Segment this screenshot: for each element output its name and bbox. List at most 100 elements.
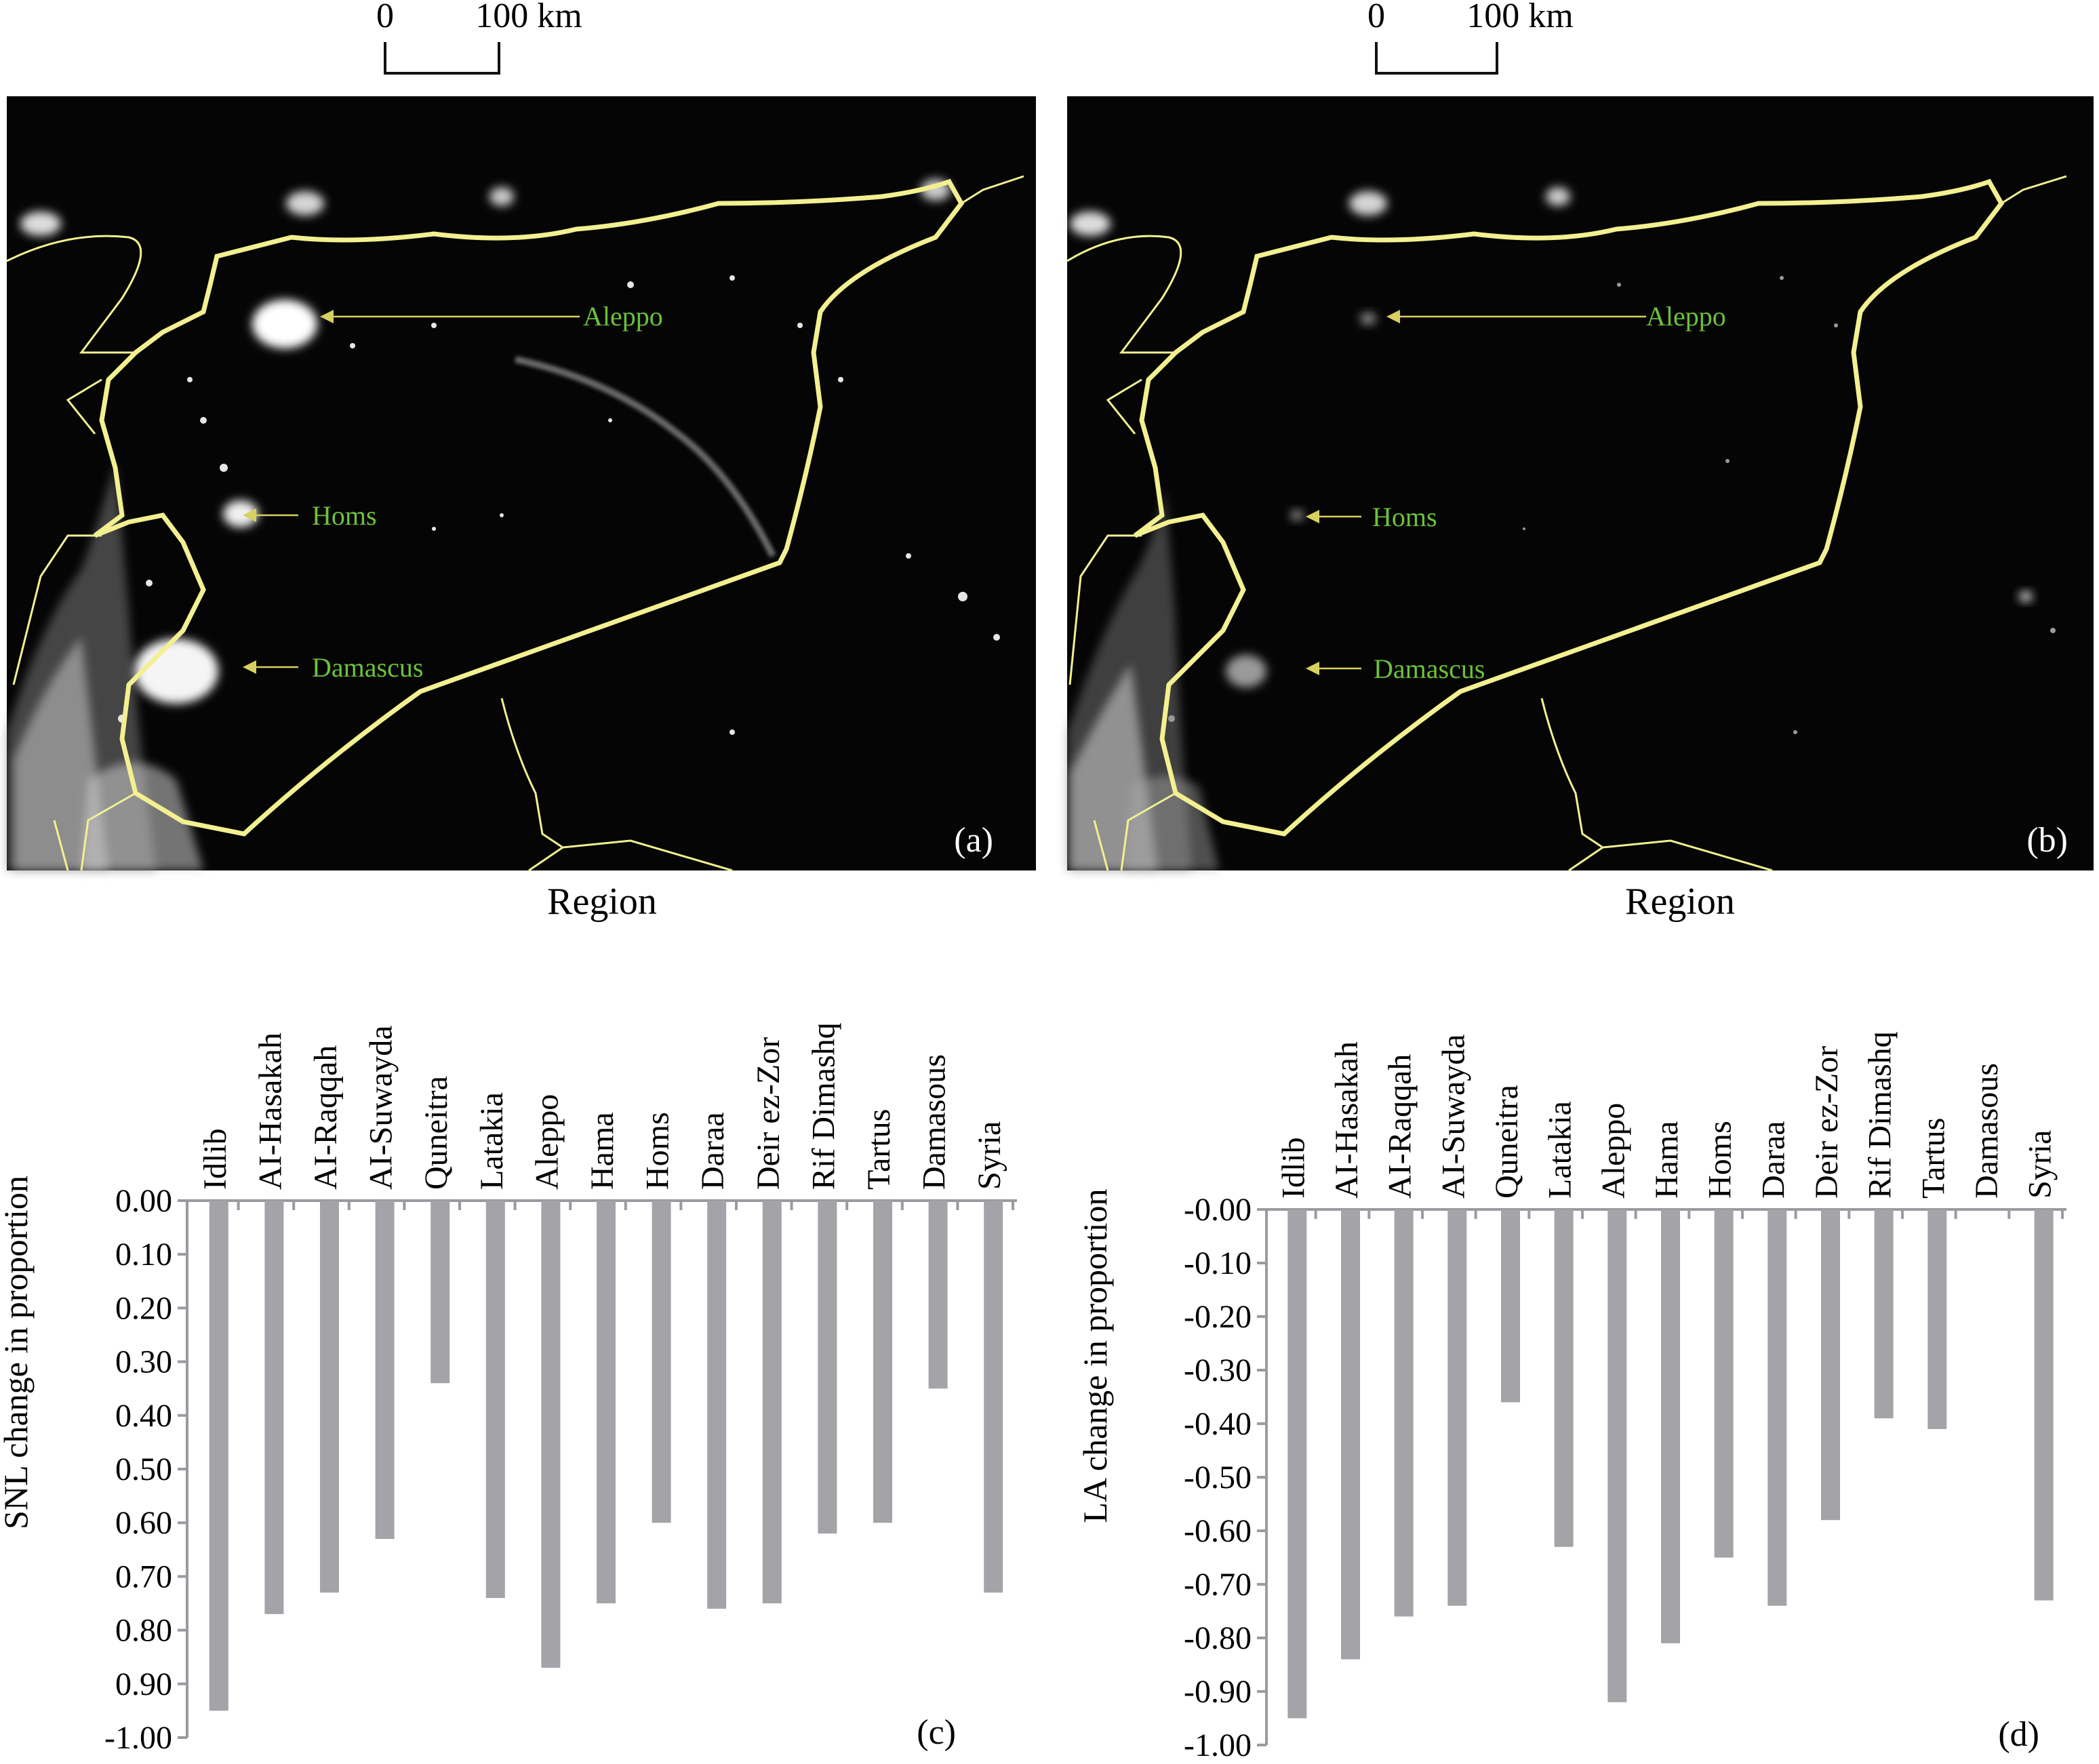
aleppo-label: Aleppo xyxy=(583,301,663,332)
chart-c-bar-syria xyxy=(984,1201,1003,1593)
turkey-lights-3 xyxy=(489,187,514,206)
map-a-svg: 0 100 km xyxy=(6,0,1036,923)
homs-arrowhead xyxy=(243,508,256,522)
chart-c-bar-idlib xyxy=(209,1201,228,1711)
chart-d-y-tick-label: -0.90 xyxy=(1184,1674,1252,1710)
aleppo-arrowhead xyxy=(320,310,334,323)
chart-c-category-label: Daraa xyxy=(695,1112,731,1190)
scale-bar-line-b xyxy=(1375,42,1498,75)
chart-c-bar-ai-raqqah xyxy=(320,1201,339,1593)
chart-d-category-label: Tartus xyxy=(1915,1118,1951,1199)
chart-c-category-label: Tartus xyxy=(861,1109,897,1190)
map-panel-b: 0 100 km xyxy=(1050,0,2099,942)
map-image: Aleppo Homs Damascus (a) xyxy=(6,96,1036,872)
chart-c-y-tick-label: 0.10 xyxy=(115,1237,172,1272)
chart-c-y-tick-label: 0.20 xyxy=(115,1290,172,1326)
chart-d-category-label: Syria xyxy=(2022,1130,2058,1199)
panel-label-b: (b) xyxy=(2026,821,2068,860)
chart-d-y-tick-label: -0.30 xyxy=(1184,1352,1252,1388)
panel-label-a: (a) xyxy=(954,821,993,860)
chart-d-bar-deir-ez-zor xyxy=(1821,1209,1840,1521)
chart-c-category-label: Hama xyxy=(584,1112,620,1190)
neighbor-borders xyxy=(6,175,1024,872)
homs-arrowhead-b xyxy=(1306,510,1319,523)
south-coast-lights xyxy=(14,637,108,870)
city-label-aleppo-b: Aleppo xyxy=(1386,301,1726,332)
chart-c-y-tick-label: 0.70 xyxy=(115,1559,172,1595)
chart-d-y-tick-label: -0.10 xyxy=(1184,1245,1252,1281)
scale-bar-end-label: 100 km xyxy=(475,0,582,35)
turkey-lights-1 xyxy=(20,212,61,236)
chart-c-y-tick-label: 0.80 xyxy=(115,1613,172,1649)
chart-d-category-label: Latakia xyxy=(1542,1101,1578,1199)
chart-c-category-label: Damasous xyxy=(917,1054,953,1190)
chart-d-bar-latakia xyxy=(1554,1209,1574,1547)
map-image-b: Aleppo Homs Damascus (b) xyxy=(1066,96,2094,872)
chart-c-bar-rif-dimashq xyxy=(818,1201,837,1534)
chart-d-y-tick-label: -0.80 xyxy=(1184,1620,1252,1656)
turkey-lights-3-b xyxy=(1546,187,1570,206)
neighbor-borders-b xyxy=(1066,175,2067,872)
chart-c-category-label: AI-Raqqah xyxy=(308,1045,344,1190)
aleppo-arrowhead-b xyxy=(1386,310,1400,323)
chart-c-y-tick-label: 0.30 xyxy=(115,1344,172,1380)
chart-c-y-tick-label: -1.00 xyxy=(104,1720,172,1756)
chart-d-category-label: Hama xyxy=(1649,1121,1685,1199)
chart-c-category-label: Aleppo xyxy=(529,1094,565,1190)
map-background xyxy=(7,96,1036,870)
city-label-damascus: Damascus xyxy=(243,652,423,683)
chart-d-bar-syria xyxy=(2034,1209,2054,1601)
chart-c-bar-deir-ez-zor xyxy=(762,1201,782,1603)
map-panel-a: 0 100 km xyxy=(0,0,1050,942)
chart-d-bar-ai-raqqah xyxy=(1394,1209,1414,1617)
chart-c-category-label: Idlib xyxy=(197,1128,233,1190)
chart-d-category-label: Damasous xyxy=(1969,1063,2005,1199)
south-lights xyxy=(81,763,203,870)
city-label-homs-b: Homs xyxy=(1306,502,1437,532)
city-label-damascus-b: Damascus xyxy=(1306,654,1485,684)
chart-c-category-label: Quneitra xyxy=(418,1076,454,1190)
chart-d-bar-ai-suwayda xyxy=(1447,1209,1467,1606)
chart-c-category-label: Latakia xyxy=(474,1092,510,1190)
aleppo-glow-b xyxy=(1360,313,1376,325)
chart-d-bar-rif-dimashq xyxy=(1874,1209,1894,1419)
chart-c-bar-tartus xyxy=(873,1201,892,1523)
scale-bar-end-label-b: 100 km xyxy=(1466,0,1573,35)
chart-d-panel-label: (d) xyxy=(1998,1715,2039,1754)
south-lights-b xyxy=(1124,776,1219,870)
scattered-lights-b xyxy=(1168,276,2056,734)
map-b-xlabel: Region xyxy=(1625,881,1735,923)
scale-bar-start-label: 0 xyxy=(376,0,394,35)
chart-c-y-tick-label: 0.00 xyxy=(115,1183,172,1219)
chart-c-panel-label: (c) xyxy=(917,1713,956,1752)
chart-d-y-tick-label: -0.00 xyxy=(1184,1192,1252,1228)
chart-c-category-label: AI-Suwayda xyxy=(363,1025,399,1190)
chart-d-bar-quneitra xyxy=(1501,1209,1520,1403)
chart-c-y-tick-label: 0.60 xyxy=(115,1505,172,1541)
homs-label-b: Homs xyxy=(1372,502,1437,532)
chart-c-y-tick-label: 0.40 xyxy=(115,1398,172,1434)
chart-c-bar-ai-hasakah xyxy=(264,1201,284,1614)
chart-d-category-label: Homs xyxy=(1702,1121,1738,1199)
chart-d-bar-homs xyxy=(1714,1209,1734,1558)
homs-label: Homs xyxy=(312,500,377,531)
chart-c-category-label: AI-Hasakah xyxy=(252,1033,288,1190)
map-a-xlabel: Region xyxy=(547,881,657,923)
syria-border xyxy=(93,178,965,837)
iraq-lights-b xyxy=(2019,591,2033,602)
homs-glow-b xyxy=(1290,510,1304,521)
euphrates-lights xyxy=(514,356,776,558)
chart-d-bar-aleppo xyxy=(1607,1209,1627,1702)
scale-bar-line xyxy=(384,42,500,75)
city-label-aleppo: Aleppo xyxy=(320,301,663,332)
turkey-lights-2 xyxy=(286,191,324,216)
damascus-label: Damascus xyxy=(312,652,423,683)
turkey-lights-2-b xyxy=(1349,191,1387,216)
chart-d-category-label: Deir ez-Zor xyxy=(1809,1046,1845,1199)
chart-d-bar-ai-hasakah xyxy=(1341,1209,1360,1660)
chart-c-bar-quneitra xyxy=(431,1201,450,1384)
chart-c-bar-hama xyxy=(597,1201,616,1603)
map-b-svg: 0 100 km xyxy=(1066,0,2094,923)
chart-c-ylabel: SNL change in proportion xyxy=(0,1176,35,1529)
chart-d-category-label: AI-Raqqah xyxy=(1382,1054,1418,1199)
